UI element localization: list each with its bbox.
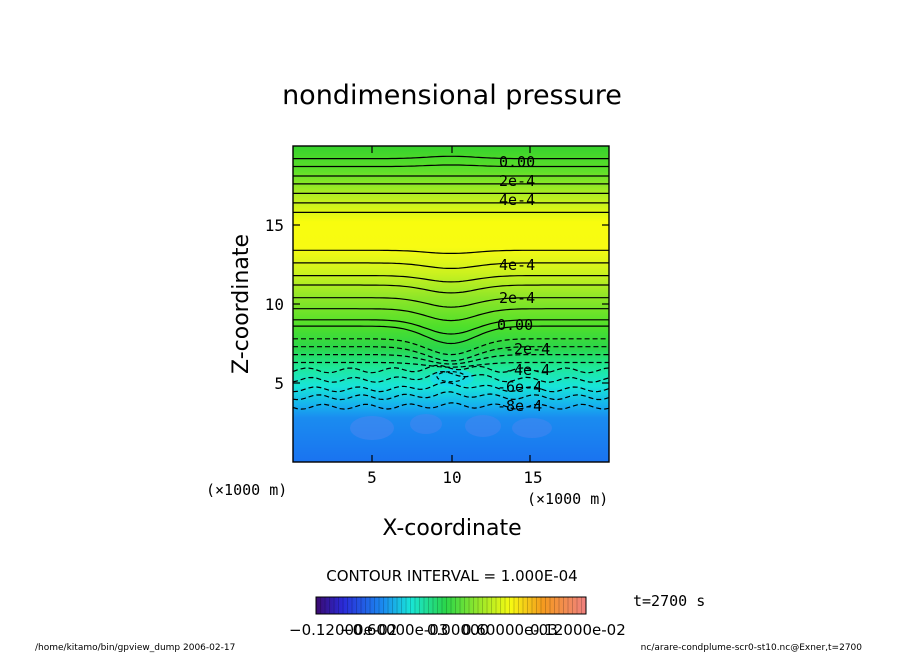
contour-line bbox=[293, 319, 609, 335]
contour-line bbox=[293, 391, 609, 401]
contour-line bbox=[293, 308, 609, 322]
colorbar-ticks bbox=[320, 597, 582, 614]
x-axis-title: X-coordinate bbox=[382, 516, 521, 541]
x-tick-label: 15 bbox=[523, 468, 542, 487]
axis-ticks bbox=[293, 146, 609, 462]
contour-label: 2e-4 bbox=[499, 289, 535, 307]
contour-label: 0.00 bbox=[499, 153, 535, 171]
contour-line bbox=[293, 354, 609, 365]
contour-label: -4e-4 bbox=[505, 361, 550, 379]
contour-label: 4e-4 bbox=[499, 256, 535, 274]
contour-line bbox=[293, 155, 609, 160]
plot-area bbox=[293, 146, 609, 462]
contour-line bbox=[293, 346, 609, 362]
x-unit-label: (×1000 m) bbox=[527, 490, 608, 508]
contour-line bbox=[293, 402, 609, 410]
colorbar-label: −0.60000e-03 bbox=[340, 621, 448, 639]
field-blob bbox=[512, 418, 552, 438]
contour-line bbox=[293, 249, 609, 254]
y-axis-title: Z-coordinate bbox=[229, 234, 254, 374]
contour-line bbox=[293, 361, 609, 368]
contour-line bbox=[436, 371, 466, 383]
colorbar-label: −0.12000e-02 bbox=[289, 621, 397, 639]
x-tick-label: 5 bbox=[367, 468, 377, 487]
contour-labels: 0.00 2e-4 4e-4 4e-4 2e-4 0.00 -2e-4 -4e-… bbox=[497, 153, 550, 415]
y-tick-label: 5 bbox=[274, 374, 284, 393]
contour-line bbox=[293, 297, 609, 308]
contour-line bbox=[293, 164, 609, 168]
y-tick-label: 15 bbox=[265, 216, 284, 235]
contour-line bbox=[293, 262, 609, 269]
colorbar-label: 0.12000e-02 bbox=[530, 621, 626, 639]
field-blob bbox=[465, 415, 501, 437]
field-blob bbox=[350, 416, 394, 440]
contour-line bbox=[293, 338, 609, 356]
contour-label: 0.00 bbox=[497, 316, 533, 334]
contour-label: -6e-4 bbox=[497, 378, 542, 396]
contour-line bbox=[293, 325, 609, 345]
contour-label: 4e-4 bbox=[499, 191, 535, 209]
contour-label: 2e-4 bbox=[499, 172, 535, 190]
field-shading bbox=[293, 146, 609, 462]
contour-line bbox=[293, 381, 609, 393]
y-unit-label: (×1000 m) bbox=[206, 481, 287, 499]
contour-lines bbox=[293, 155, 609, 410]
contour-line bbox=[293, 364, 609, 374]
contour-interval-label: CONTOUR INTERVAL = 1.000E-04 bbox=[326, 567, 577, 585]
colorbar bbox=[315, 596, 587, 615]
x-tick-label: 10 bbox=[442, 468, 461, 487]
footer-right: nc/arare-condplume-scr0-st10.nc@Exner,t=… bbox=[641, 643, 863, 653]
colorbar-label: 0.00000 bbox=[427, 621, 489, 639]
contour-line bbox=[293, 284, 609, 294]
time-label: t=2700 s bbox=[633, 592, 705, 610]
footer-left: /home/kitamo/bin/gpview_dump 2006-02-17 bbox=[35, 643, 235, 653]
colorbar-label: 0.60000e-03 bbox=[462, 621, 558, 639]
contour-line bbox=[293, 275, 609, 283]
chart-title: nondimensional pressure bbox=[282, 80, 622, 111]
field-blob bbox=[410, 414, 442, 434]
contour-line bbox=[293, 370, 609, 383]
contour-label: -2e-4 bbox=[505, 340, 550, 358]
y-tick-label: 10 bbox=[265, 295, 284, 314]
contour-label: -8e-4 bbox=[497, 397, 542, 415]
